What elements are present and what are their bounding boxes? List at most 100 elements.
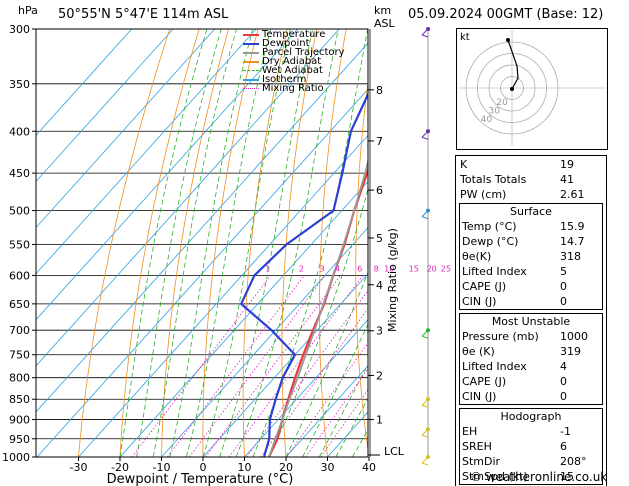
wet-adiabat-line (269, 187, 368, 457)
index-row: StmSpd (kt) 15 (460, 469, 602, 484)
legend-label: Dry Adiabat (262, 56, 322, 67)
index-value: 318 (560, 250, 581, 263)
legend-label: Mixing Ratio (262, 83, 324, 94)
index-label: SREH (462, 440, 492, 453)
mixing-ratio-line (205, 275, 341, 457)
wind-barb-flag (421, 34, 429, 38)
index-label: θe (K) (462, 345, 495, 358)
hodograph-units: kt (460, 32, 470, 43)
pressure-tick-label: 600 (9, 269, 30, 282)
legend-item: Temperature (243, 29, 345, 40)
pressure-tick-label: 950 (9, 433, 30, 446)
temperature-tick-label: 40 (362, 461, 376, 474)
station-location: 50°55'N 5°47'E 114m ASL (58, 7, 229, 22)
index-value: 2.61 (560, 188, 585, 201)
index-value: 14.7 (560, 235, 585, 248)
wet-adiabat-line (152, 29, 237, 457)
index-row: Temp (°C) 15.9 (460, 219, 602, 234)
hodograph-indices-box: Hodograph EH -1 SREH 6 StmDir 208° StmSpd (kt)… (459, 408, 603, 485)
dry-adiabat-line (425, 29, 452, 457)
index-label: StmSpd (kt) (462, 470, 528, 483)
pressure-units-label: hPa (18, 4, 38, 17)
index-row: PW (cm) 2.61 (456, 187, 606, 202)
index-row: SREH 6 (460, 439, 602, 454)
isotherm-line (78, 134, 368, 457)
legend-item: Parcel Trajectory (243, 47, 345, 58)
index-value: 319 (560, 345, 581, 358)
legend-swatch (243, 42, 259, 45)
dewpoint-profile-line (240, 91, 368, 457)
wet-adiabat-line (285, 271, 368, 457)
pressure-tick-label: 550 (9, 238, 30, 251)
most-unstable-box: Most Unstable Pressure (mb) 1000 θe (K) 319… (459, 313, 603, 405)
wind-barb-staff (421, 398, 429, 406)
legend-swatch (243, 51, 259, 54)
index-value: 6 (560, 440, 567, 453)
wind-barb-flag (421, 335, 429, 339)
mixing-ratio-line (246, 290, 368, 457)
legend-label: Parcel Trajectory (262, 47, 345, 58)
asl-units-label: ASL (374, 17, 395, 30)
index-label: Totals Totals (460, 173, 527, 186)
index-row: CAPE (J) 0 (460, 279, 602, 294)
indices-table: K 19 Totals Totals 41 PW (cm) 2.61 Surface Te… (455, 155, 607, 486)
index-value: 0 (560, 375, 567, 388)
hodograph-indices-title: Hodograph (500, 410, 562, 423)
index-value: 41 (560, 173, 574, 186)
mixing-ratio-tick-label: 2 (299, 264, 304, 273)
mixing-ratio-tick-label: 6 (357, 264, 362, 273)
index-value: 208° (560, 455, 587, 468)
temperature-tick-label: 20 (279, 461, 293, 474)
index-row: StmDir 208° (460, 454, 602, 469)
index-label: θe(K) (462, 250, 492, 263)
wind-barb-staff (421, 456, 429, 464)
legend-item: Isotherm (243, 75, 345, 85)
index-row: CAPE (J) 0 (460, 374, 602, 389)
km-tick-label: 6 (376, 184, 383, 197)
isotherm-line (36, 29, 298, 321)
index-value: 0 (560, 295, 567, 308)
km-tick-label: 4 (376, 279, 383, 292)
wet-adiabat-line (302, 323, 368, 457)
pressure-tick-label: 850 (9, 393, 30, 406)
mixing-ratio-tick-label: 20 (427, 264, 437, 273)
hodograph-ring-label: 40 (481, 115, 493, 125)
index-value: 0 (560, 280, 567, 293)
wind-barb-staff (421, 329, 429, 337)
index-row: Dewp (°C) 14.7 (460, 234, 602, 249)
index-value: 19 (560, 158, 574, 171)
legend-swatch (243, 60, 259, 63)
wind-barb-flag (421, 404, 429, 408)
isotherm-line (36, 29, 215, 229)
pressure-tick-label: 450 (9, 167, 30, 180)
wind-barb-staff (421, 210, 429, 217)
dry-adiabat-line (119, 29, 200, 457)
mixing-ratio-line (189, 275, 326, 457)
sounding-datetime: 05.09.2024 00GMT (Base: 12) (408, 7, 604, 22)
hodograph-ring-label: 30 (489, 107, 501, 117)
pressure-tick-label: 350 (9, 78, 30, 91)
index-row: θe (K) 319 (460, 344, 602, 359)
km-units-label: km (374, 4, 392, 17)
index-label: StmDir (462, 455, 501, 468)
index-value: 4 (560, 360, 567, 373)
dry-adiabat-line (242, 29, 288, 457)
pressure-tick-label: 900 (9, 414, 30, 427)
index-label: PW (cm) (460, 188, 507, 201)
index-value: 15.9 (560, 220, 585, 233)
x-axis-label: Dewpoint / Temperature (°C) (107, 472, 294, 486)
km-tick-label: 1 (376, 414, 383, 427)
parcel-trajectory-profile-line (268, 158, 368, 457)
pressure-tick-label: 700 (9, 324, 30, 337)
legend-swatch (243, 78, 259, 81)
legend-label: Temperature (262, 29, 326, 40)
pressure-tick-label: 1000 (2, 451, 30, 464)
isotherm-line (161, 226, 368, 457)
mixing-ratio-tick-label: 3 (320, 264, 325, 273)
km-tick-label: 2 (376, 369, 383, 382)
index-label: CIN (J) (462, 390, 497, 403)
dry-adiabat-line (202, 29, 259, 457)
legend-item: Dry Adiabat (243, 56, 345, 67)
wind-barb-flag (421, 462, 429, 466)
